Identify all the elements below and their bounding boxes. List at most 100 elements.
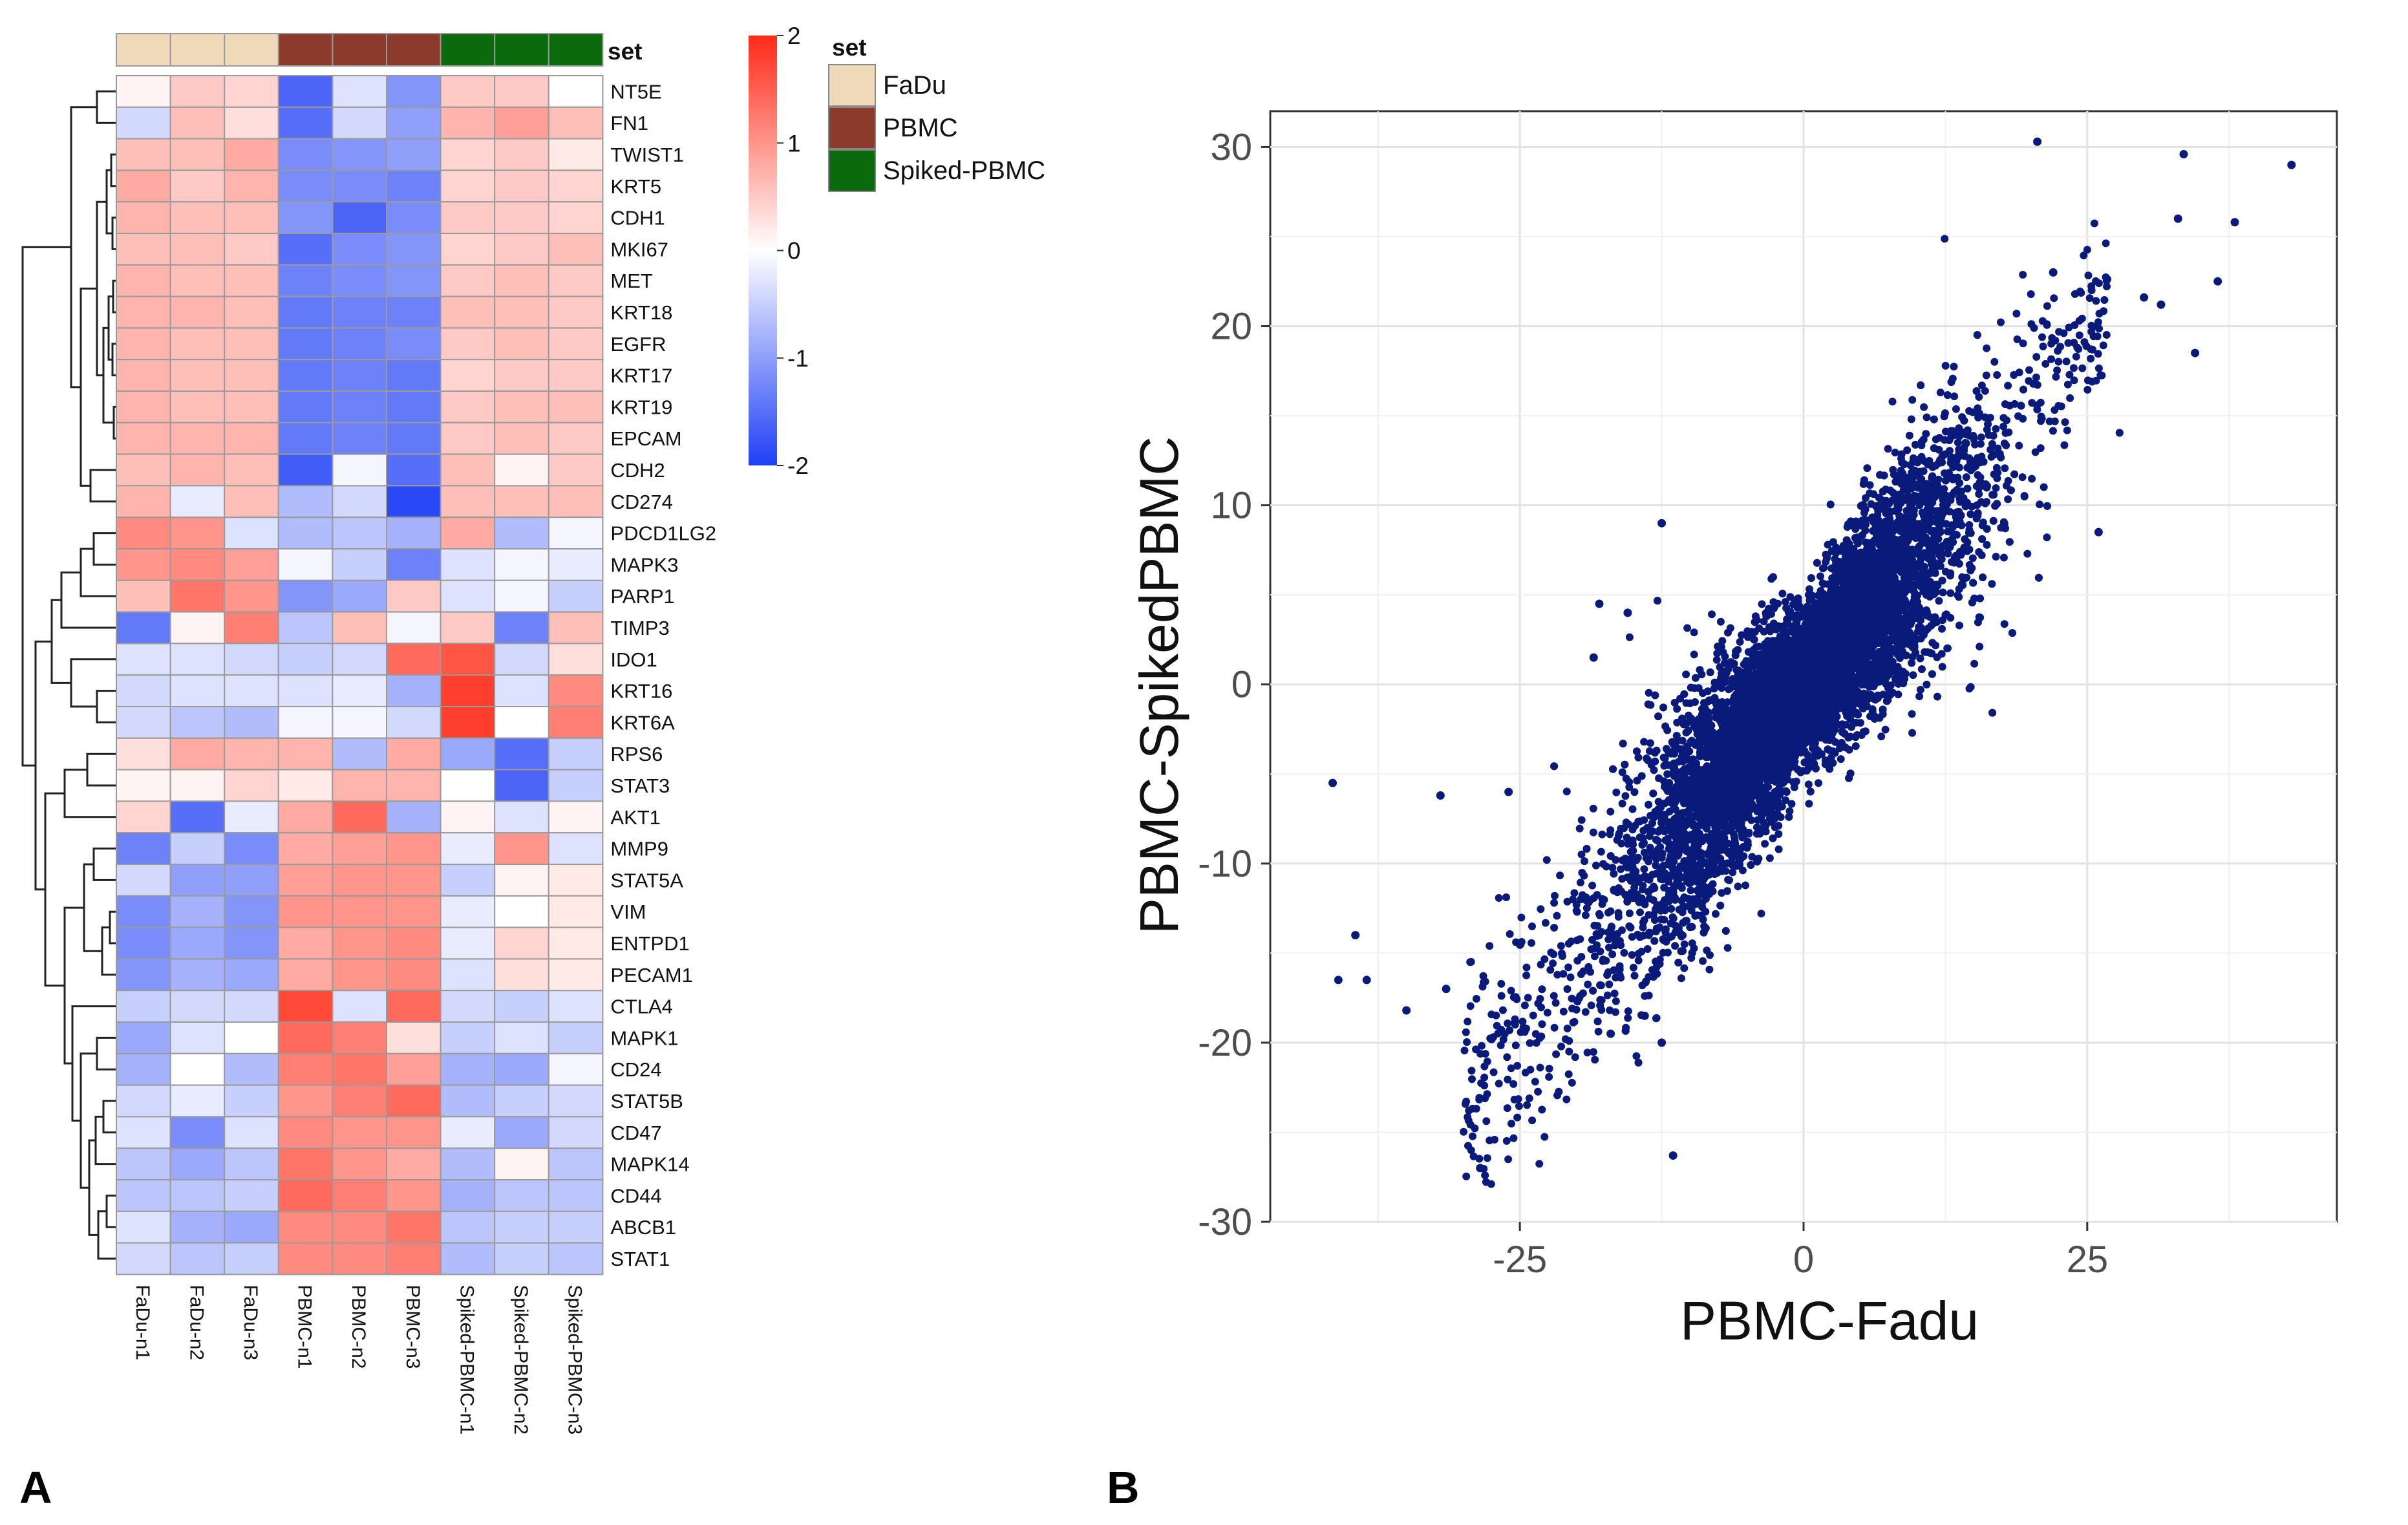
heatmap-cell <box>440 1242 496 1275</box>
heatmap-cell <box>548 138 604 171</box>
heatmap-cell <box>277 390 334 423</box>
heatmap-cell <box>277 1242 334 1275</box>
heatmap-cell <box>440 958 496 992</box>
heatmap-cell <box>169 1084 226 1118</box>
heatmap-cell <box>332 233 388 266</box>
scatter-point <box>1729 868 1737 877</box>
heatmap-cell <box>440 1052 496 1086</box>
legend-swatch <box>828 149 876 192</box>
column-label: Spiked-PBMC-n3 <box>564 1285 586 1434</box>
heatmap-cell <box>548 832 604 865</box>
scatter-point <box>1829 759 1837 767</box>
scatter-point <box>1716 617 1725 626</box>
heatmap-cell <box>277 1116 334 1149</box>
heatmap-cell <box>386 485 442 518</box>
heatmap-cell <box>224 832 279 865</box>
heatmap-cell <box>494 769 549 802</box>
heatmap-cell <box>494 1179 549 1212</box>
heatmap-cell <box>116 643 171 676</box>
heatmap-cell <box>386 390 442 423</box>
heatmap-cell <box>116 485 171 518</box>
heatmap-cell <box>224 1084 279 1118</box>
scatter-point <box>1699 957 1707 965</box>
heatmap-cell <box>116 1021 171 1054</box>
heatmap-cell <box>386 233 442 266</box>
dendrogram-branch <box>88 1139 98 1236</box>
heatmap-cell <box>440 990 496 1023</box>
scatter-point <box>1923 680 1931 688</box>
heatmap-cell <box>440 327 496 361</box>
heatmap-cell <box>277 737 334 771</box>
heatmap-cell <box>386 643 442 676</box>
heatmap-cell <box>548 643 604 676</box>
dendrogram-branch <box>92 532 116 566</box>
heatmap-cell <box>386 1116 442 1149</box>
heatmap-cell <box>224 1021 279 1054</box>
heatmap-cell <box>277 1052 334 1086</box>
heatmap-cell <box>332 674 388 707</box>
heatmap-cell <box>224 990 279 1023</box>
scatter-point <box>1946 589 1955 597</box>
heatmap-cell <box>386 706 442 739</box>
heatmap-cell <box>386 264 442 297</box>
scatter-point <box>1950 392 1959 401</box>
dendrogram-branch <box>63 906 84 1065</box>
scatter-point <box>1753 829 1761 838</box>
heatmap-cell <box>169 485 226 518</box>
scatter-point <box>1785 807 1794 815</box>
row-label: PARP1 <box>610 585 674 608</box>
heatmap-cell <box>169 1179 226 1212</box>
row-label: CD24 <box>610 1058 661 1081</box>
heatmap-cell <box>169 895 226 928</box>
heatmap-cell <box>169 1210 226 1244</box>
heatmap-cell <box>116 832 171 865</box>
scatter-point <box>1577 816 1586 824</box>
heatmap-cell <box>386 990 442 1023</box>
heatmap-cell <box>548 453 604 487</box>
heatmap-cell <box>440 1210 496 1244</box>
scatter-point <box>1723 944 1732 952</box>
heatmap-cell <box>169 264 226 297</box>
heatmap-cell <box>548 548 604 581</box>
heatmap-cell <box>169 643 226 676</box>
heatmap-cell <box>116 1179 171 1212</box>
scatter-point <box>1624 1007 1632 1016</box>
heatmap-cell <box>116 800 171 834</box>
legend-swatch <box>828 64 876 107</box>
heatmap-cell <box>224 390 279 423</box>
heatmap-cell <box>332 579 388 613</box>
row-label: ABCB1 <box>610 1216 676 1239</box>
scatter-point <box>1939 588 1947 597</box>
heatmap-cell <box>169 233 226 266</box>
column-label: PBMC-n1 <box>294 1285 315 1369</box>
dendrogram-branch <box>105 1194 116 1228</box>
scatter-point <box>1916 685 1924 694</box>
heatmap-cell <box>332 169 388 203</box>
heatmap-cell <box>169 832 226 865</box>
heatmap-cell <box>224 233 279 266</box>
heatmap-cell <box>440 390 496 423</box>
heatmap-cell <box>386 295 442 329</box>
heatmap-cell <box>169 201 226 235</box>
row-label: MKI67 <box>610 238 668 261</box>
scatter-point <box>1758 600 1766 608</box>
heatmap-cell <box>277 895 334 928</box>
heatmap-cell <box>332 769 388 802</box>
heatmap-cell <box>494 832 549 865</box>
heatmap-cell <box>224 579 279 613</box>
heatmap-cell <box>224 800 279 834</box>
heatmap-cell <box>332 75 388 108</box>
heatmap-cell <box>277 579 334 613</box>
scatter-point <box>1605 943 1613 952</box>
heatmap-cell <box>548 201 604 235</box>
heatmap-cell <box>548 359 604 392</box>
row-label: STAT1 <box>610 1248 670 1270</box>
heatmap-cell <box>116 1084 171 1118</box>
heatmap-cell <box>224 1242 279 1275</box>
heatmap-cell <box>116 958 171 992</box>
colorbar-tick-label: -1 <box>787 345 809 372</box>
heatmap-cell <box>169 138 226 171</box>
heatmap-cell <box>332 895 388 928</box>
row-label: CD47 <box>610 1122 661 1144</box>
